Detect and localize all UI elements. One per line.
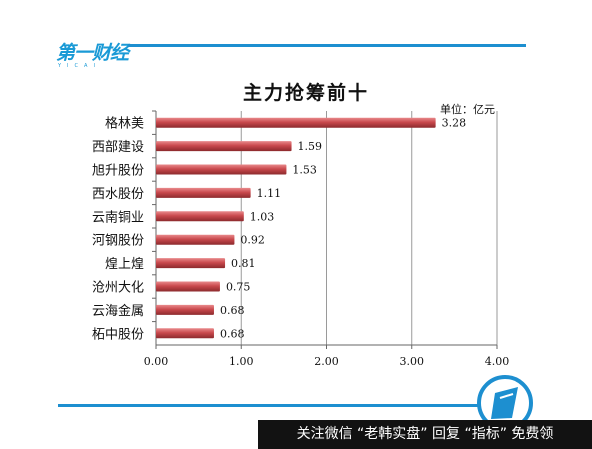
bar: [156, 187, 251, 198]
bar: [156, 234, 235, 245]
bar: [156, 164, 287, 175]
x-tick-label: 4.00: [485, 355, 510, 368]
footer-divider: [58, 404, 478, 407]
value-label: 1.11: [257, 187, 282, 200]
category-label: 西水股份: [92, 187, 144, 202]
value-label: 0.68: [220, 327, 245, 340]
category-label: 西部建设: [92, 140, 144, 155]
x-tick-label: 3.00: [400, 355, 425, 368]
x-tick-label: 1.00: [229, 355, 254, 368]
value-label: 1.03: [250, 210, 275, 223]
category-label: 旭升股份: [92, 164, 144, 179]
value-label: 1.59: [298, 140, 323, 153]
bar: [156, 258, 226, 269]
value-label: 0.68: [220, 304, 245, 317]
bar: [156, 328, 214, 339]
category-label: 柘中股份: [92, 327, 144, 342]
value-label: 3.28: [442, 117, 467, 130]
brand-badge-icon: [477, 375, 533, 431]
bar: [156, 141, 292, 152]
logo-text: 第一财经: [56, 42, 129, 64]
category-label: 格林美: [105, 116, 144, 132]
logo-subtext: YICAI: [58, 63, 101, 69]
bar: [156, 211, 244, 222]
promo-banner: 关注微信 “老韩实盘” 回复 “指标” 免费领: [258, 420, 592, 449]
bars: [156, 117, 436, 339]
category-label: 沧州大化: [92, 280, 144, 296]
category-label: 云海金属: [92, 303, 144, 319]
labels: 0.00 1.00 2.00 3.00 4.00 格林美 3.28 西部建设 1.59 旭升股份 1…: [92, 116, 509, 368]
header-divider: [128, 44, 526, 47]
bar: [156, 117, 436, 128]
category-label: 云南铜业: [92, 209, 144, 225]
category-label: 煌上煌: [105, 257, 144, 272]
x-tick-label: 2.00: [314, 355, 339, 368]
brand-logo: 第一财经 YICAI: [56, 44, 140, 72]
bar: [156, 304, 214, 315]
unit-label: 单位：亿元: [440, 103, 495, 116]
x-tick-label: 0.00: [144, 355, 169, 368]
bar: [156, 281, 220, 292]
value-label: 1.53: [292, 164, 317, 177]
value-label: 0.92: [240, 234, 265, 247]
chart-title: 主力抢筹前十: [242, 82, 369, 104]
value-label: 0.81: [231, 257, 256, 270]
value-label: 0.75: [226, 281, 251, 294]
category-label: 河钢股份: [92, 234, 144, 249]
